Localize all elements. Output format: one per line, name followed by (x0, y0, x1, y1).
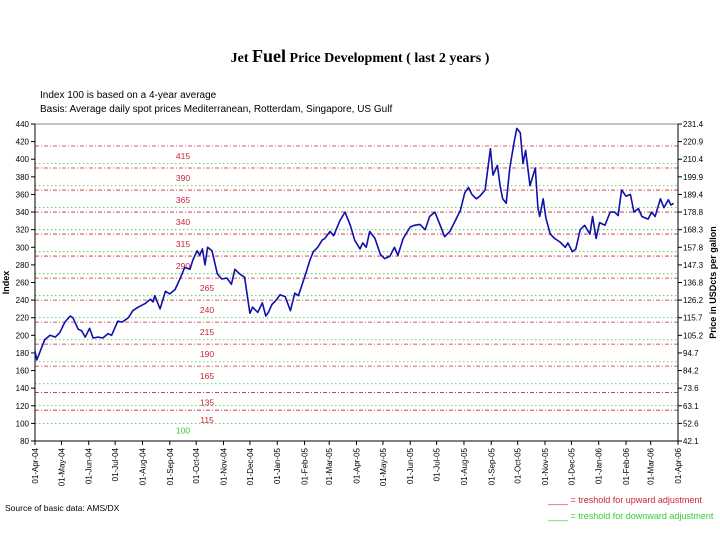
x-tick-label: 01-Aug-04 (138, 447, 147, 485)
x-tick-label: 01-Jun-04 (85, 447, 94, 484)
y2-tick-label: 126.2 (683, 296, 704, 305)
y-tick-label: 160 (16, 367, 30, 376)
y-tick-label: 440 (16, 120, 30, 129)
index-note: Index 100 is based on a 4-year average (40, 90, 217, 101)
title-part-fuel: Fuel (252, 46, 287, 66)
y-axis-label: Index (1, 271, 11, 295)
y2-tick-label: 147.3 (683, 261, 704, 270)
x-tick-label: 01-Mar-06 (647, 447, 656, 484)
y2-tick-label: 231.4 (683, 120, 704, 129)
x-tick-label: 01-Jul-04 (111, 447, 120, 481)
x-tick-label: 01-Feb-06 (622, 447, 631, 484)
y2-tick-label: 73.6 (683, 384, 699, 393)
source-note: Source of basic data: AMS/DX (5, 503, 120, 513)
threshold-label: 240 (200, 305, 214, 315)
title-part: Price Development ( last 2 years ) (286, 51, 490, 66)
threshold-label: 165 (200, 371, 214, 381)
threshold-label: 265 (200, 283, 214, 293)
y-tick-label: 200 (16, 331, 30, 340)
legend-upward: ____ = treshold for upward adjustment (548, 495, 702, 505)
series-line (34, 127, 675, 361)
x-tick-label: 01-Feb-05 (301, 447, 310, 484)
title-part: Jet (230, 51, 253, 66)
x-tick-label: 01-Mar-05 (325, 447, 334, 484)
x-tick-label: 01-Oct-04 (192, 447, 201, 483)
y2-tick-label: 115.7 (683, 314, 703, 323)
y-tick-label: 140 (16, 384, 30, 393)
threshold-label: 290 (176, 261, 190, 271)
legend-downward: ____ = treshold for downward adjustment (548, 511, 714, 521)
threshold-label: 100 (176, 425, 190, 435)
y-tick-label: 220 (16, 314, 30, 323)
x-tick-label: 01-Apr-06 (674, 447, 683, 483)
y2-tick-label: 199.9 (683, 173, 704, 182)
threshold-label: 340 (176, 217, 190, 227)
y2-tick-label: 94.7 (683, 349, 699, 358)
y2-tick-label: 157.8 (683, 243, 704, 252)
x-tick-label: 01-Sep-04 (166, 447, 175, 485)
y-tick-label: 380 (16, 173, 30, 182)
x-tick-label: 01-Jan-06 (595, 447, 604, 484)
x-tick-label: 01-Aug-05 (460, 447, 469, 485)
y-tick-label: 420 (16, 138, 30, 147)
y2-axis-label: Price in USDcts per gallon (708, 226, 718, 339)
y-tick-label: 340 (16, 208, 30, 217)
basis-note: Basis: Average daily spot prices Mediter… (40, 104, 393, 115)
x-tick-label: 01-Jul-05 (433, 447, 442, 481)
threshold-label: 135 (200, 398, 214, 408)
threshold-label: 190 (200, 349, 214, 359)
x-tick-label: 01-Apr-05 (353, 447, 362, 483)
y-tick-label: 180 (16, 349, 30, 358)
x-tick-label: 01-Jan-05 (273, 447, 282, 484)
threshold-label: 115 (200, 415, 214, 425)
y-tick-label: 100 (16, 419, 30, 428)
y2-tick-label: 189.4 (683, 190, 704, 199)
x-tick-label: 01-Nov-04 (219, 447, 228, 485)
y-tick-label: 280 (16, 261, 30, 270)
x-tick-label: 01-May-05 (379, 447, 388, 486)
y-tick-label: 120 (16, 402, 30, 411)
y-tick-label: 400 (16, 155, 30, 164)
y-tick-label: 240 (16, 296, 30, 305)
x-tick-label: 01-May-04 (57, 447, 66, 486)
x-tick-label: 01-Nov-05 (541, 447, 550, 485)
y-tick-label: 300 (16, 243, 30, 252)
y-tick-label: 360 (16, 190, 30, 199)
y2-tick-label: 220.9 (683, 138, 704, 147)
threshold-label: 390 (176, 173, 190, 183)
y2-tick-label: 52.6 (683, 419, 699, 428)
x-tick-label: 01-Dec-04 (246, 447, 255, 485)
x-tick-label: 01-Apr-04 (31, 447, 40, 483)
threshold-label: 365 (176, 195, 190, 205)
threshold-label: 315 (176, 239, 190, 249)
threshold-label: 415 (176, 151, 190, 161)
y2-tick-label: 210.4 (683, 155, 704, 164)
y-tick-label: 320 (16, 226, 30, 235)
y2-tick-label: 168.3 (683, 226, 704, 235)
x-tick-label: 01-Jun-05 (406, 447, 415, 484)
y2-tick-label: 63.1 (683, 402, 699, 411)
y2-tick-label: 136.8 (683, 279, 704, 288)
x-tick-label: 01-Oct-05 (514, 447, 523, 483)
y2-tick-label: 42.1 (683, 437, 699, 446)
y2-tick-label: 105.2 (683, 331, 704, 340)
y-tick-label: 260 (16, 279, 30, 288)
y2-tick-label: 178.8 (683, 208, 704, 217)
y-tick-label: 80 (20, 437, 29, 446)
x-tick-label: 01-Dec-05 (567, 447, 576, 485)
y2-tick-label: 84.2 (683, 367, 699, 376)
chart-title: Jet Fuel Price Development ( last 2 year… (0, 46, 720, 67)
x-tick-label: 01-Sep-05 (487, 447, 496, 485)
threshold-label: 215 (200, 327, 214, 337)
